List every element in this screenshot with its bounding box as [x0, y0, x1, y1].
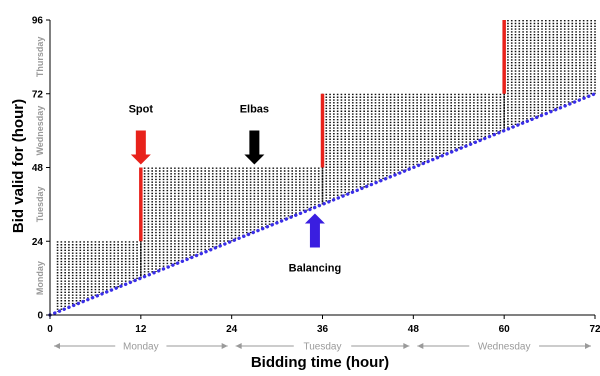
- x-tick-label: 60: [499, 324, 511, 335]
- x-day-label: Wednesday: [478, 342, 531, 353]
- y-day-label: Thursday: [35, 37, 45, 78]
- axes-layer: 0 12 24 36 48 60 72 0 24 48 72 96 Monday Tuesday Wedne…: [32, 16, 600, 353]
- x-tick-label: 24: [226, 324, 238, 335]
- elbas-label: Elbas: [240, 104, 269, 116]
- elbas-arrow: [244, 130, 265, 165]
- y-day-label: Wednesday: [35, 106, 45, 156]
- day-span-arrowhead: [54, 343, 60, 349]
- x-tick-label: 48: [408, 324, 420, 335]
- y-tick-label: 0: [37, 311, 43, 322]
- balancing-diagonal-line: [48, 92, 597, 317]
- y-tick-label: 48: [32, 163, 44, 174]
- x-tick-label: 36: [317, 324, 329, 335]
- x-day-label: Monday: [123, 342, 159, 353]
- x-day-label: Tuesday: [304, 342, 342, 353]
- day-span-arrowhead: [417, 343, 424, 349]
- day-span-arrowhead: [403, 343, 410, 349]
- day-span-arrowhead: [221, 343, 228, 349]
- balancing-label: Balancing: [289, 263, 342, 275]
- gate-closure-layer: [139, 20, 506, 242]
- y-axis-title: Bid valid for (hour): [10, 99, 27, 233]
- x-tick-label: 0: [47, 324, 53, 335]
- spot-label: Spot: [129, 104, 154, 116]
- day-span-arrowhead: [585, 343, 591, 349]
- y-day-label: Tuesday: [35, 186, 45, 222]
- balancing-arrow: [304, 213, 325, 248]
- x-tick-label: 12: [135, 324, 147, 335]
- bid-dots-layer: [56, 20, 596, 312]
- spot-arrow: [130, 130, 151, 165]
- y-tick-label: 96: [32, 16, 44, 27]
- balancing-diagonal: [48, 92, 597, 317]
- x-tick-label: 72: [589, 324, 600, 335]
- y-tick-label: 24: [32, 237, 44, 248]
- x-axis-title: Bidding time (hour): [251, 354, 389, 371]
- y-tick-label: 72: [32, 89, 44, 100]
- annotation-layer: Spot Elbas Balancing: [129, 104, 342, 275]
- day-span-arrowhead: [235, 343, 242, 349]
- y-day-label: Monday: [35, 261, 45, 295]
